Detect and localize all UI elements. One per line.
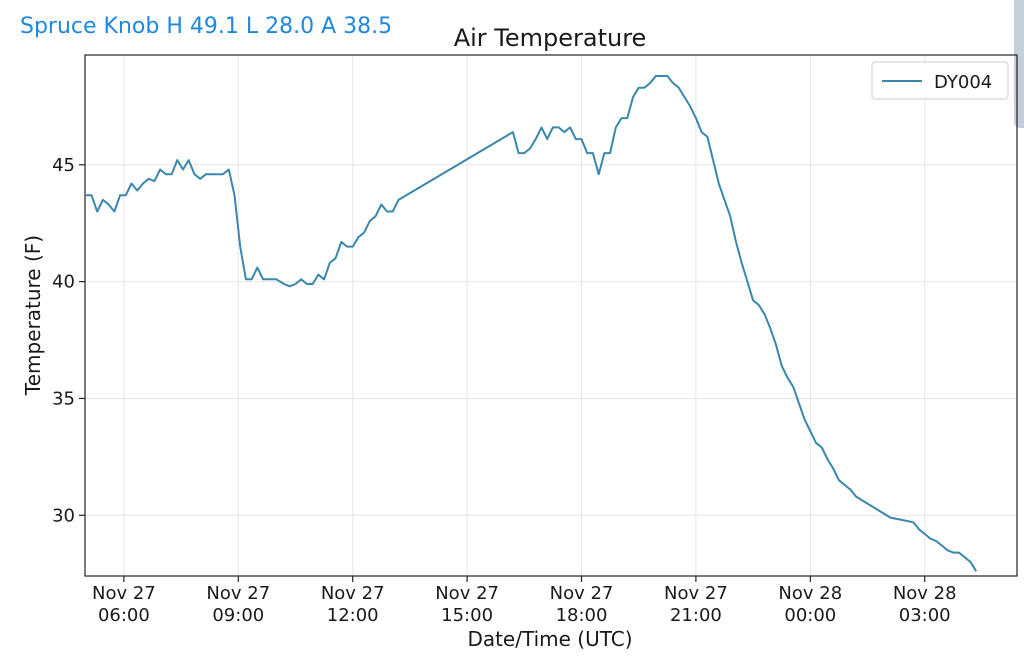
legend-box (871, 61, 1009, 100)
x-tick-label-time: 15:00 (441, 605, 493, 626)
x-tick-label-time: 09:00 (212, 605, 264, 626)
legend: DY004 (871, 61, 1009, 100)
y-axis-ticks: 30 35 40 45 (52, 155, 85, 526)
y-tick-label: 30 (52, 505, 75, 526)
x-tick-label-time: 18:00 (556, 605, 608, 626)
series-lines (85, 75, 978, 572)
x-axis-label: Date/Time (UTC) (467, 627, 632, 651)
legend-label: DY004 (934, 72, 992, 93)
y-tick-label: 45 (52, 155, 75, 176)
y-axis-label: Temperature (F) (21, 235, 45, 396)
plot-frame (84, 54, 1018, 577)
series-line-dy004 (85, 75, 978, 572)
x-tick-label-date: Nov 28 (893, 583, 957, 604)
x-tick-label-date: Nov 27 (435, 583, 499, 604)
y-tick-label: 35 (52, 388, 75, 409)
station-summary-link[interactable]: Spruce Knob H 49.1 L 28.0 A 38.5 (20, 14, 393, 39)
chart-title: Air Temperature (454, 24, 647, 52)
x-tick-label-date: Nov 27 (206, 583, 270, 604)
x-tick-label-time: 00:00 (784, 605, 836, 626)
x-tick-label-time: 12:00 (327, 605, 379, 626)
side-panel-tab[interactable] (1014, 0, 1024, 128)
x-tick-label-time: 03:00 (899, 605, 951, 626)
x-tick-label-time: 21:00 (670, 605, 722, 626)
x-tick-label-date: Nov 27 (664, 583, 728, 604)
x-tick-label-date: Nov 27 (321, 583, 385, 604)
x-tick-label-time: 06:00 (98, 605, 150, 626)
y-tick-label: 40 (52, 272, 75, 293)
chart-grid (85, 55, 1017, 576)
x-tick-label-date: Nov 27 (550, 583, 614, 604)
x-tick-label-date: Nov 27 (92, 583, 156, 604)
x-tick-label-date: Nov 28 (778, 583, 842, 604)
